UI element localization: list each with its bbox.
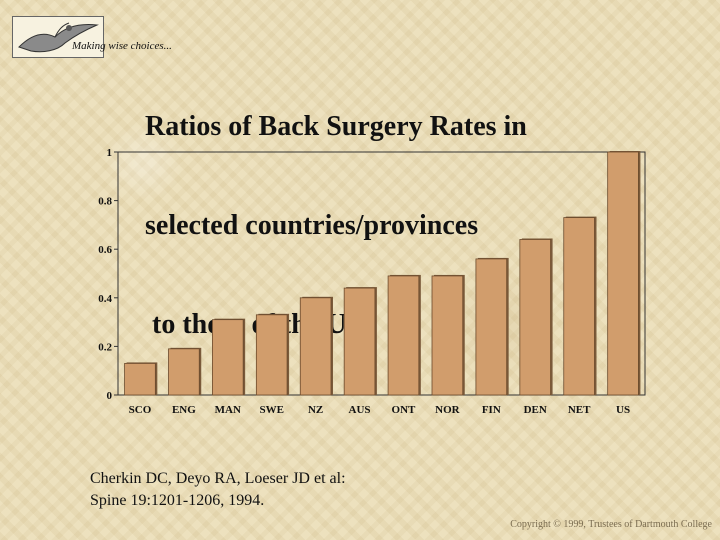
x-tick-label: SCO: [129, 404, 152, 416]
x-tick-label: DEN: [524, 404, 547, 416]
logo-frame: [12, 16, 104, 58]
bar: [255, 314, 288, 396]
x-tick-label: FIN: [482, 404, 501, 416]
bird-icon: [18, 22, 99, 53]
title-line-2: selected countries/provinces: [145, 210, 479, 241]
bar: [563, 217, 595, 396]
plot-frame: [117, 151, 646, 396]
bar: [299, 297, 332, 396]
x-tick-label: NET: [568, 404, 591, 416]
bar: [431, 275, 464, 396]
bar: [519, 239, 551, 396]
x-tick-label: MAN: [215, 404, 241, 416]
x-tick-label: ONT: [392, 404, 417, 416]
x-tick-label: NOR: [435, 404, 461, 416]
y-tick-label: 0: [107, 390, 113, 402]
y-tick-label: 1: [107, 147, 113, 159]
y-tick-label: 0.2: [98, 341, 112, 353]
bar: [387, 275, 420, 396]
bar: [168, 348, 200, 396]
x-tick-label: US: [616, 404, 630, 416]
y-tick-label: 0.4: [98, 293, 112, 305]
y-tick-label: 0.6: [98, 244, 112, 256]
title-line-1: Ratios of Back Surgery Rates in: [145, 111, 527, 142]
tagline: Making wise choices...: [72, 40, 172, 52]
bar: [343, 287, 376, 396]
logo: [12, 16, 104, 58]
bar: [607, 151, 639, 396]
citation: Cherkin DC, Deyo RA, Loeser JD et al: Sp…: [90, 468, 346, 512]
x-tick-label: NZ: [308, 404, 323, 416]
copyright-notice: Copyright © 1999, Trustees of Dartmouth …: [510, 519, 712, 530]
x-tick-label: AUS: [349, 404, 371, 416]
bar: [475, 258, 508, 396]
x-tick-label: SWE: [259, 404, 283, 416]
y-tick-label: 0.8: [98, 196, 112, 208]
x-tick-label: ENG: [172, 404, 196, 416]
bar: [212, 319, 244, 396]
citation-line-1: Cherkin DC, Deyo RA, Loeser JD et al:: [90, 470, 346, 487]
bar: [124, 363, 156, 396]
citation-line-2: Spine 19:1201-1206, 1994.: [90, 492, 265, 509]
